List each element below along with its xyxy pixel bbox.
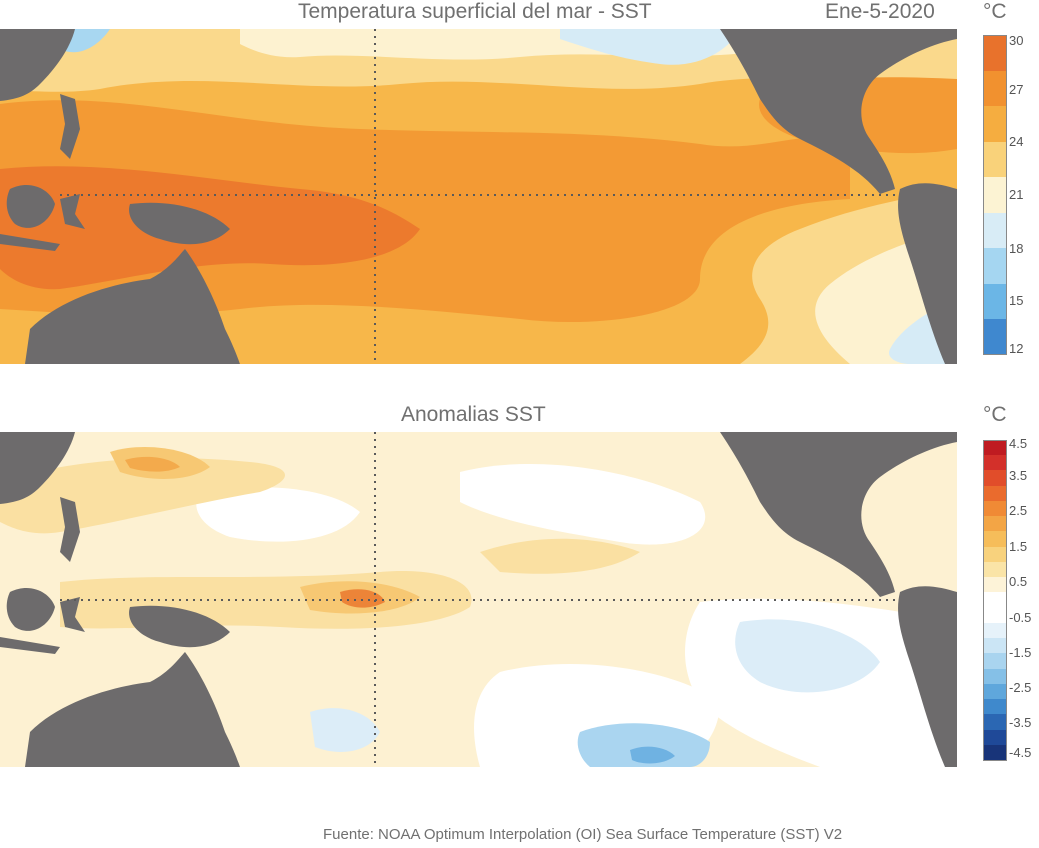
anomaly-pos-mid xyxy=(480,538,640,574)
java xyxy=(0,637,60,654)
anomaly-colorbar-segment xyxy=(983,699,1007,716)
sst-tick: 18 xyxy=(1009,241,1024,256)
sst-map-date: Ene-5-2020 xyxy=(825,0,935,23)
anomaly-pos-north-hotter xyxy=(125,456,180,472)
anomaly-land xyxy=(0,432,957,767)
asia-landmass xyxy=(0,432,75,504)
anomaly-colorbar-segment xyxy=(983,729,1007,746)
sst-tick: 27 xyxy=(1009,82,1024,97)
anomaly-map-title: Anomalias SST xyxy=(401,403,546,426)
anomaly-map xyxy=(0,432,957,767)
sulawesi xyxy=(60,597,85,632)
sst-colorbar-segment xyxy=(983,248,1007,285)
anomaly-colorbar-unit: °C xyxy=(983,403,1007,426)
sst-colorbar-segment xyxy=(983,35,1007,71)
borneo xyxy=(6,587,55,631)
anomaly-colorbar-segment xyxy=(983,516,1007,533)
philippines xyxy=(60,94,80,159)
anomaly-tick: 1.5 xyxy=(1009,539,1028,554)
south-america-landmass xyxy=(898,586,957,767)
anomaly-white-center xyxy=(460,463,706,545)
anomaly-colorbar-segment xyxy=(983,577,1007,594)
anomaly-tick: 3.5 xyxy=(1009,468,1028,483)
anomaly-neg-east-blue xyxy=(735,619,880,693)
anomaly-tick: -2.5 xyxy=(1009,680,1032,695)
anomaly-colorbar-segment xyxy=(983,561,1007,578)
sst-colorbar-segment xyxy=(983,319,1007,356)
sst-land xyxy=(0,29,957,364)
anomaly-colorbar-segment xyxy=(983,744,1007,761)
anomaly-colorbar-segment xyxy=(983,546,1007,563)
anomaly-pos-equator-core xyxy=(340,589,385,608)
anomaly-colorbar-segment xyxy=(983,470,1007,487)
anomaly-colorbar-segment xyxy=(983,622,1007,639)
sst-colorbar-segment xyxy=(983,141,1007,178)
sst-colorbar-segment xyxy=(983,283,1007,320)
sst-north-cold xyxy=(560,29,740,65)
sst-tick: 30 xyxy=(1009,33,1024,48)
new-guinea xyxy=(129,605,230,648)
north-america-landmass xyxy=(720,29,957,194)
sst-tick: 12 xyxy=(1009,341,1024,356)
anomaly-colorbar xyxy=(983,440,1007,761)
anomaly-colorbar-segment xyxy=(983,638,1007,655)
sst-tick: 21 xyxy=(1009,187,1024,202)
anomaly-colorbar-segment xyxy=(983,653,1007,670)
sulawesi xyxy=(60,194,85,229)
australia xyxy=(25,652,240,767)
anomaly-neg-south-blue xyxy=(577,723,710,767)
anomaly-tick: 4.5 xyxy=(1009,436,1028,451)
philippines xyxy=(60,497,80,562)
anomaly-colorbar-segment xyxy=(983,485,1007,502)
anomaly-colorbar-segment xyxy=(983,714,1007,731)
sst-tick: 24 xyxy=(1009,134,1024,149)
anomaly-neg-west-south xyxy=(310,708,380,752)
sst-warm-band xyxy=(0,100,850,323)
sst-map xyxy=(0,29,957,364)
sst-colorbar-unit: °C xyxy=(983,0,1007,23)
anomaly-tick: 2.5 xyxy=(1009,503,1028,518)
java xyxy=(0,234,60,251)
sst-map-title: Temperatura superficial del mar - SST xyxy=(298,0,652,23)
anomaly-colorbar-segment xyxy=(983,683,1007,700)
anomaly-colorbar-segment xyxy=(983,668,1007,685)
new-guinea xyxy=(129,202,230,245)
north-america-landmass xyxy=(720,432,957,597)
south-america-landmass xyxy=(898,183,957,364)
data-source-note: Fuente: NOAA Optimum Interpolation (OI) … xyxy=(323,826,843,843)
anomaly-colorbar-segment xyxy=(983,500,1007,517)
anomaly-colorbar-segment xyxy=(983,531,1007,548)
sst-colorbar-segment xyxy=(983,70,1007,107)
anomaly-neg-south-core xyxy=(630,746,675,764)
sst-colorbar-segment xyxy=(983,106,1007,143)
anomaly-tick: -3.5 xyxy=(1009,715,1032,730)
anomaly-tick: -4.5 xyxy=(1009,745,1032,760)
anomaly-colorbar-segment xyxy=(983,592,1007,609)
anomaly-colorbar-segment xyxy=(983,455,1007,472)
sst-colorbar-segment xyxy=(983,212,1007,249)
sst-colorbar-segment xyxy=(983,177,1007,214)
sst-colorbar xyxy=(983,35,1007,356)
anomaly-tick: 0.5 xyxy=(1009,574,1028,589)
borneo xyxy=(6,184,55,228)
anomaly-colorbar-segment xyxy=(983,607,1007,624)
australia xyxy=(25,249,240,364)
anomaly-tick: -1.5 xyxy=(1009,645,1032,660)
asia-landmass xyxy=(0,29,75,101)
anomaly-white-north xyxy=(196,487,360,542)
sst-tick: 15 xyxy=(1009,293,1024,308)
anomaly-colorbar-segment xyxy=(983,440,1007,456)
anomaly-tick: -0.5 xyxy=(1009,610,1032,625)
